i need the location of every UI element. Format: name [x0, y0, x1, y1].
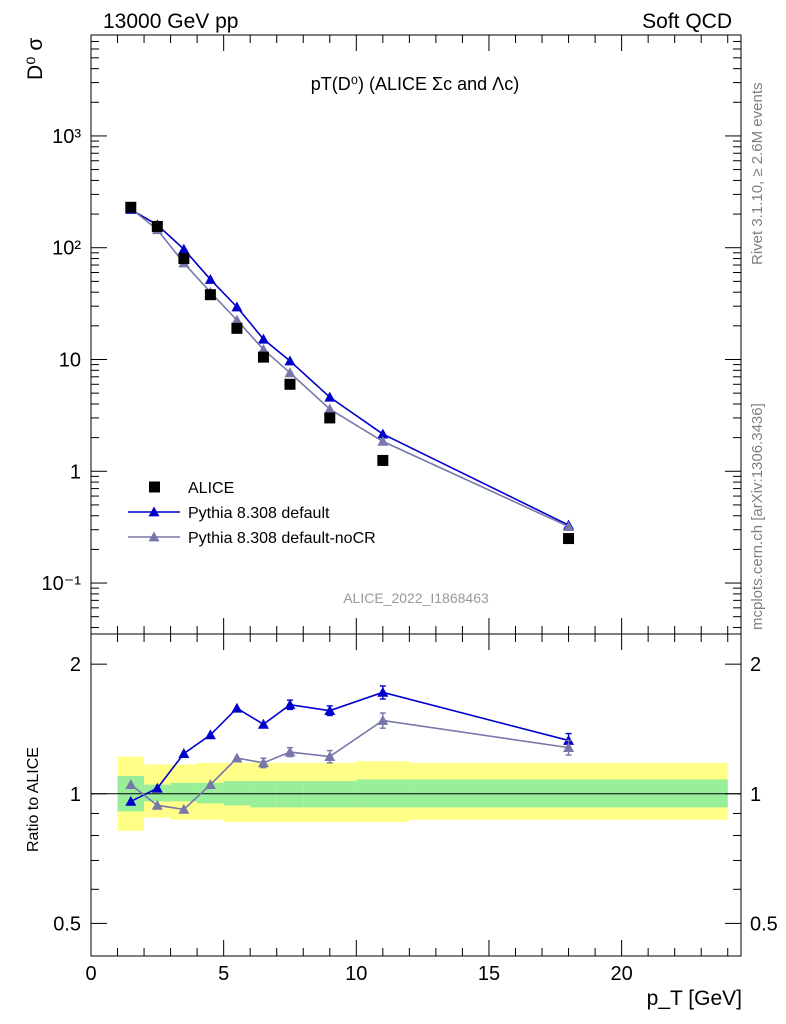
alice-data-point [563, 533, 575, 545]
alice-data-point [231, 322, 243, 334]
ratio-series-point [178, 748, 190, 758]
ratio-series-point [178, 803, 190, 814]
ratio-series-point [231, 702, 243, 713]
alice-data-point [151, 220, 163, 232]
ratio-ytick-label-right: 2 [750, 654, 761, 676]
main-series-line [130, 208, 569, 526]
mcplots-side-text: mcplots.cern.ch [arXiv:1306.3436] [749, 403, 766, 630]
ratio-series-line [130, 719, 569, 811]
alice-data-point [257, 351, 269, 363]
main-series-point [563, 521, 575, 531]
alice-data-point [284, 378, 296, 390]
main-series-point [231, 301, 243, 312]
ratio-inner-band [170, 782, 198, 802]
ratio-series-point [125, 795, 137, 806]
main-ytick-label: 1 [70, 461, 81, 483]
ratio-ylabel: Ratio to ALICE [25, 747, 42, 852]
ratio-series-point [151, 799, 163, 810]
alice-data-point [377, 454, 389, 466]
main-panel: 10⁻¹ 1 10 10² 10³ pT(D⁰) (ALICE Σc and Λc) D… [24, 34, 742, 635]
main-ytick-label: 10² [52, 238, 81, 260]
rivet-side-text: Rivet 3.1.10, ≥ 2.6M events [749, 83, 766, 266]
ratio-ytick-label-right: 0.5 [750, 913, 778, 935]
ratio-xtick-label: 0 [85, 963, 96, 985]
alice-data-point [178, 253, 190, 265]
main-series-point [204, 273, 216, 284]
ratio-series-point [563, 742, 575, 753]
ratio-xtick-label: 10 [345, 963, 367, 985]
legend-label: Pythia 8.308 default-noCR [188, 530, 376, 547]
main-series-point [377, 435, 389, 446]
main-title: pT(D⁰) (ALICE Σc and Λc) [311, 74, 519, 94]
legend-marker [148, 531, 160, 542]
legend-marker [148, 506, 160, 517]
main-ytick-label: 10⁻¹ [42, 573, 82, 595]
ratio-series-point [204, 729, 216, 740]
ratio-series-point [377, 714, 389, 725]
ratio-series-point [377, 686, 389, 697]
main-series-point [284, 355, 296, 366]
ratio-inner-band [223, 781, 251, 806]
ratio-ytick-label-left: 0.5 [53, 913, 81, 935]
ratio-series-point [257, 718, 269, 729]
alice-data-point [125, 201, 137, 213]
ratio-xlabel: p_T [GeV] [647, 987, 742, 1010]
ratio-series-line [130, 691, 569, 803]
ratio-inner-band [144, 784, 171, 802]
ratio-ytick-label-right: 1 [750, 784, 761, 806]
ratio-ytick-label-left: 1 [70, 784, 81, 806]
analysis-id-label: ALICE_2022_I1868463 [343, 590, 489, 606]
ratio-panel: 0.5 0.51 12 20 5 10 15 20 Ratio to ALICE p_T [G… [25, 633, 778, 1010]
ratio-data-layer [91, 685, 741, 831]
main-series-point [257, 343, 269, 354]
ratio-frame [90, 633, 742, 957]
ratio-series-point [324, 751, 336, 761]
ratio-xtick-label: 20 [610, 963, 632, 985]
main-ylabel: D⁰ σ [24, 38, 47, 80]
legend-label: Pythia 8.308 default [188, 505, 330, 522]
main-series-point [324, 403, 336, 414]
alice-data-point [324, 412, 336, 424]
ratio-inner-band [197, 782, 224, 804]
ratio-series-point [284, 746, 296, 757]
main-series-point [284, 367, 296, 378]
main-series-line [130, 207, 569, 528]
ratio-ytick-label-left: 2 [70, 654, 81, 676]
main-series-point [231, 314, 243, 325]
main-data-layer [125, 201, 575, 545]
ratio-series-point [204, 779, 216, 790]
ratio-xtick-label: 15 [478, 963, 500, 985]
main-ytick-label: 10 [59, 349, 81, 371]
ratio-axis-ticks: 0.5 0.51 12 20 5 10 15 20 [53, 634, 778, 985]
legend-label: ALICE [188, 480, 234, 497]
header-right: Soft QCD [642, 10, 732, 33]
header-left: 13000 GeV pp [103, 10, 238, 33]
ratio-xtick-label: 5 [218, 963, 229, 985]
main-axis-ticks: 10⁻¹ 1 10 10² 10³ [42, 34, 741, 634]
main-series-point [257, 333, 269, 344]
ratio-series-point [324, 705, 336, 716]
ratio-series-point [284, 699, 296, 710]
main-series-point [178, 243, 190, 254]
main-ytick-label: 10³ [52, 126, 81, 148]
ratio-series-point [231, 752, 243, 763]
ratio-series-point [151, 782, 163, 793]
main-series-point [377, 428, 389, 439]
ratio-series-point [125, 779, 137, 790]
main-series-point [324, 391, 336, 402]
alice-data-point [204, 289, 216, 301]
legend-marker [149, 481, 160, 493]
legend: ALICE Pythia 8.308 default Pythia 8.308 de… [128, 480, 376, 547]
ratio-series-point [257, 757, 269, 768]
